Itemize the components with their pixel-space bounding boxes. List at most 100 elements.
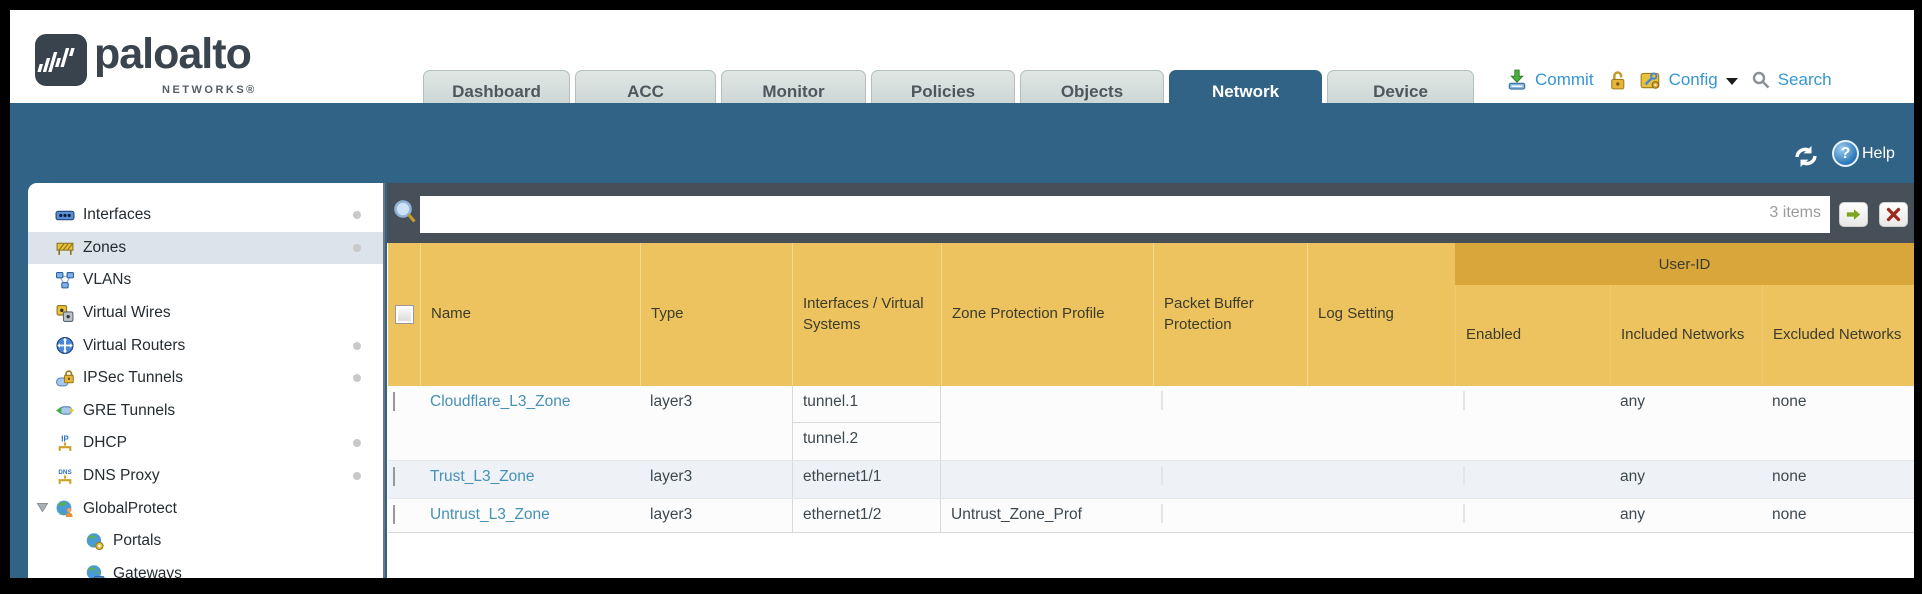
apply-filter-button[interactable] xyxy=(1839,202,1868,227)
col-header-enabled[interactable]: Enabled xyxy=(1455,285,1610,386)
packet-buffer-protection-checkbox[interactable] xyxy=(1161,391,1163,410)
zone-name-link[interactable]: Untrust_L3_Zone xyxy=(430,506,550,523)
filter-input[interactable] xyxy=(420,196,1830,233)
zone-type: layer3 xyxy=(650,506,693,523)
portals-icon xyxy=(86,533,104,550)
help-icon: ? xyxy=(1832,140,1859,167)
virtual-routers-icon xyxy=(56,337,74,355)
col-header-zone-protection-profile[interactable]: Zone Protection Profile xyxy=(941,243,1153,386)
sidebar-item-gre-tunnels[interactable]: GRE Tunnels xyxy=(28,395,383,428)
status-dot xyxy=(353,374,361,383)
sidebar-item-interfaces[interactable]: Interfaces xyxy=(28,199,383,232)
filter-input-wrap: 3 items xyxy=(420,196,1830,233)
col-header-packet-buffer-protection[interactable]: Packet Buffer Protection xyxy=(1153,243,1307,386)
header-actions: Commit Config Search xyxy=(1506,60,1832,100)
row-checkbox[interactable] xyxy=(393,392,395,411)
sidebar-item-globalprotect[interactable]: GlobalProtect xyxy=(28,492,383,525)
dhcp-icon: IP xyxy=(58,434,72,451)
zone-protection-profile xyxy=(941,461,1153,498)
sidebar-item-vlans[interactable]: VLANs xyxy=(28,264,383,297)
status-dot xyxy=(353,243,361,252)
packet-buffer-protection-checkbox[interactable] xyxy=(1161,466,1163,485)
sidebar-item-label: GRE Tunnels xyxy=(83,401,176,419)
table-row: Untrust_L3_Zone layer3 ethernet1/2 Untru… xyxy=(388,499,1914,533)
sidebar-item-dhcp[interactable]: IP DHCP xyxy=(28,427,383,460)
user-id-enabled-checkbox[interactable] xyxy=(1463,504,1465,523)
sidebar-item-ipsec-tunnels[interactable]: IPSec Tunnels xyxy=(28,362,383,395)
commit-icon[interactable] xyxy=(1506,69,1528,91)
col-header-interfaces[interactable]: Interfaces / Virtual Systems xyxy=(792,243,941,386)
zone-protection-profile xyxy=(941,386,1153,460)
config-dropdown-caret-icon[interactable] xyxy=(1725,77,1738,85)
table-row: Trust_L3_Zone layer3 ethernet1/1 any non… xyxy=(388,461,1914,499)
commit-link[interactable]: Commit xyxy=(1535,70,1594,89)
packet-buffer-protection-checkbox[interactable] xyxy=(1161,504,1163,523)
included-networks: any xyxy=(1620,506,1645,523)
log-setting xyxy=(1307,461,1455,498)
user-id-enabled-checkbox[interactable] xyxy=(1463,466,1465,485)
search-link[interactable]: Search xyxy=(1777,70,1832,89)
search-icon[interactable] xyxy=(1751,70,1771,90)
user-id-enabled-checkbox[interactable] xyxy=(1463,391,1465,410)
help-button[interactable]: ? Help xyxy=(1832,140,1895,167)
table-header: Name Type Interfaces / Virtual Systems Z… xyxy=(388,243,1914,386)
brand-subtext: NETWORKS® xyxy=(162,84,257,96)
network-sidebar: Interfaces Zones VLANs Virtual Wires xyxy=(28,183,385,578)
config-link[interactable]: Config xyxy=(1668,70,1718,89)
zone-type: layer3 xyxy=(650,468,693,485)
col-header-log-setting[interactable]: Log Setting xyxy=(1307,243,1455,386)
select-all-checkbox[interactable] xyxy=(394,305,414,324)
svg-text:IP: IP xyxy=(61,434,68,443)
excluded-networks: none xyxy=(1772,468,1807,485)
refresh-icon[interactable] xyxy=(1793,145,1819,168)
help-label: Help xyxy=(1862,144,1895,162)
expand-triangle-icon[interactable] xyxy=(36,502,49,513)
sidebar-item-label: Interfaces xyxy=(83,206,152,224)
sidebar-item-dns-proxy[interactable]: DNS DNS Proxy xyxy=(28,460,383,493)
content-area: Interfaces Zones VLANs Virtual Wires xyxy=(10,183,1914,578)
zone-name-link[interactable]: Cloudflare_L3_Zone xyxy=(430,393,571,410)
interface-value: ethernet1/1 xyxy=(803,468,882,485)
virtual-wires-icon xyxy=(56,304,74,322)
excluded-networks: none xyxy=(1772,506,1807,523)
col-header-name[interactable]: Name xyxy=(420,243,640,386)
interfaces-cell: ethernet1/1 xyxy=(792,461,941,498)
col-header-included-networks[interactable]: Included Networks xyxy=(1610,285,1762,386)
sidebar-item-zones[interactable]: Zones xyxy=(28,231,383,265)
select-all-cell xyxy=(388,243,420,386)
zone-type: layer3 xyxy=(650,393,693,410)
sidebar-item-label: Portals xyxy=(113,532,162,550)
log-setting xyxy=(1307,499,1455,532)
sidebar-item-virtual-wires[interactable]: Virtual Wires xyxy=(28,297,383,330)
clear-filter-button[interactable] xyxy=(1879,202,1908,227)
app-header: paloalto NETWORKS® Dashboard ACC Monitor… xyxy=(10,10,1914,113)
sidebar-item-portals[interactable]: Portals xyxy=(28,525,383,558)
config-icon[interactable] xyxy=(1639,69,1662,91)
col-header-type[interactable]: Type xyxy=(640,243,792,386)
sidebar-item-label: Virtual Routers xyxy=(83,336,186,354)
zones-table: Name Type Interfaces / Virtual Systems Z… xyxy=(388,243,1914,533)
filter-search-icon[interactable] xyxy=(392,198,420,227)
log-setting xyxy=(1307,386,1455,460)
sidebar-item-gateways[interactable]: Gateways xyxy=(28,558,383,578)
sidebar-item-label: Virtual Wires xyxy=(83,304,171,322)
vlans-icon xyxy=(56,272,74,289)
group-header-user-id: User-ID xyxy=(1455,243,1914,285)
red-x-icon xyxy=(1886,207,1901,222)
row-checkbox[interactable] xyxy=(393,467,395,486)
sidebar-item-label: GlobalProtect xyxy=(83,499,177,517)
svg-text:DNS: DNS xyxy=(58,468,71,475)
interface-value: tunnel.2 xyxy=(803,430,859,447)
brand-text: paloalto xyxy=(94,30,252,78)
status-dot xyxy=(353,211,361,220)
row-checkbox[interactable] xyxy=(393,505,395,524)
interfaces-cell: ethernet1/2 xyxy=(792,499,941,532)
zone-name-link[interactable]: Trust_L3_Zone xyxy=(430,468,535,485)
table-row: Cloudflare_L3_Zone layer3 tunnel.1 tunne… xyxy=(388,386,1914,461)
sidebar-item-label: Zones xyxy=(83,238,127,256)
col-header-excluded-networks[interactable]: Excluded Networks xyxy=(1762,285,1914,386)
sidebar-item-virtual-routers[interactable]: Virtual Routers xyxy=(28,329,383,362)
lock-icon[interactable] xyxy=(1607,70,1628,91)
interface-value: ethernet1/2 xyxy=(803,506,882,523)
